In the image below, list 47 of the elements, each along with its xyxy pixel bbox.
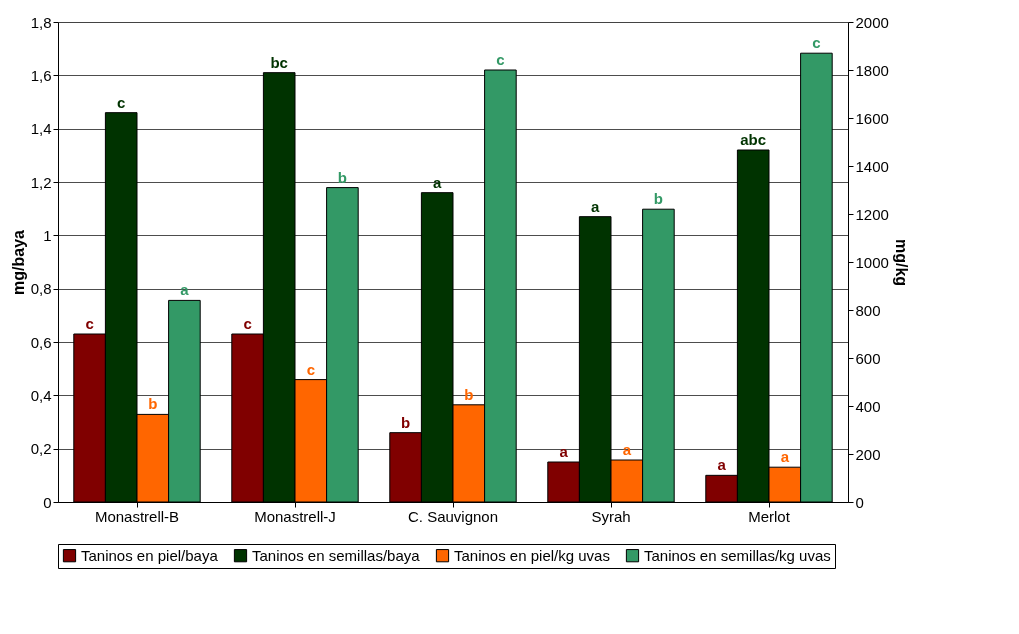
data-label: c	[117, 93, 126, 111]
y2-tick-label: 800	[855, 301, 881, 319]
x-tick-label: C. Sauvignon	[407, 507, 499, 525]
data-label: c	[306, 360, 315, 378]
y2-tick-label: 2000	[855, 13, 889, 31]
y-axis-title: mg/baya	[9, 229, 27, 295]
y2-tick-label: 1400	[855, 157, 889, 175]
data-label: abc	[740, 131, 767, 148]
legend-label: Taninos en piel/kg uvas	[454, 546, 610, 564]
y2-tick-label: 200	[855, 445, 881, 463]
data-label: b	[148, 395, 158, 413]
y-tick-label: 1	[43, 226, 52, 244]
x-tick-label: Syrah	[591, 507, 631, 525]
data-label: b	[337, 168, 347, 186]
data-label: a	[717, 456, 727, 474]
y2-tick-label: 1200	[855, 205, 889, 223]
y-tick-label: 0,4	[30, 386, 52, 404]
y2-tick-label: 400	[855, 397, 881, 415]
y2-tick-label: 1000	[855, 253, 889, 271]
y-tick-label: 0,6	[30, 333, 52, 351]
x-tick-label: Merlot	[748, 507, 791, 525]
data-label: a	[780, 448, 790, 466]
data-label: c	[812, 34, 821, 52]
legend-label: Taninos en piel/baya	[81, 546, 219, 564]
data-label: c	[243, 315, 252, 332]
x-tick-label: Monastrell-J	[254, 507, 336, 525]
x-tick-label: Monastrell-B	[94, 507, 180, 525]
y2-axis-title: mg/kg	[892, 238, 910, 287]
y-tick-label: 1,6	[30, 66, 52, 84]
y2-tick-label: 600	[855, 349, 881, 367]
legend-label: Taninos en semillas/kg uvas	[644, 546, 831, 564]
y-tick-label: 0,8	[30, 280, 52, 298]
data-label: c	[496, 51, 505, 68]
y-tick-label: 0,2	[30, 440, 52, 458]
y2-tick-label: 1800	[855, 61, 889, 79]
data-label: b	[401, 413, 411, 431]
data-label: c	[85, 315, 94, 332]
y2-tick-label: 0	[855, 493, 864, 511]
y2-tick-label: 1600	[855, 109, 889, 127]
data-label: b	[653, 190, 663, 208]
y-tick-label: 1,4	[30, 120, 52, 138]
y-tick-label: 0	[43, 493, 52, 511]
y-tick-label: 1,2	[30, 173, 52, 191]
data-label: a	[591, 197, 601, 215]
data-label: bc	[270, 53, 288, 71]
y-tick-label: 1,8	[30, 13, 52, 31]
legend-label: Taninos en semillas/baya	[252, 546, 421, 564]
